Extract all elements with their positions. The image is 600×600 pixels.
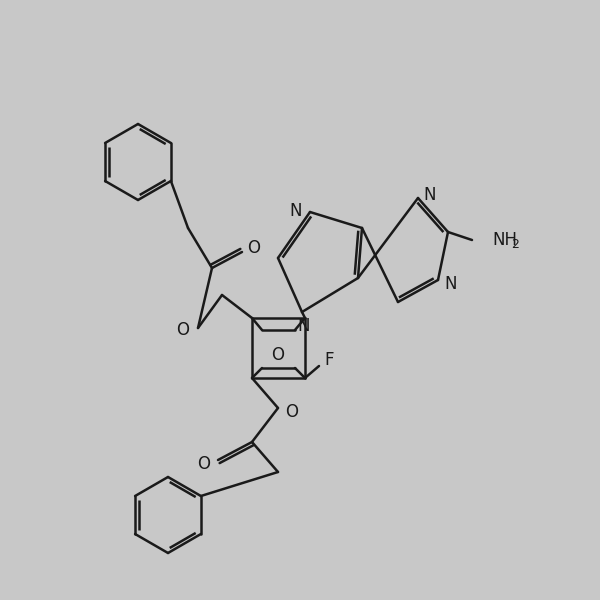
Text: F: F [324, 351, 334, 369]
Text: N: N [445, 275, 457, 293]
Text: N: N [290, 202, 302, 220]
Text: O: O [248, 239, 260, 257]
Text: N: N [298, 317, 310, 335]
Text: O: O [176, 321, 190, 339]
Text: 2: 2 [511, 238, 519, 251]
Text: NH: NH [492, 231, 517, 249]
Text: N: N [424, 186, 436, 204]
Text: O: O [286, 403, 299, 421]
Text: O: O [271, 346, 284, 364]
Text: O: O [197, 455, 211, 473]
